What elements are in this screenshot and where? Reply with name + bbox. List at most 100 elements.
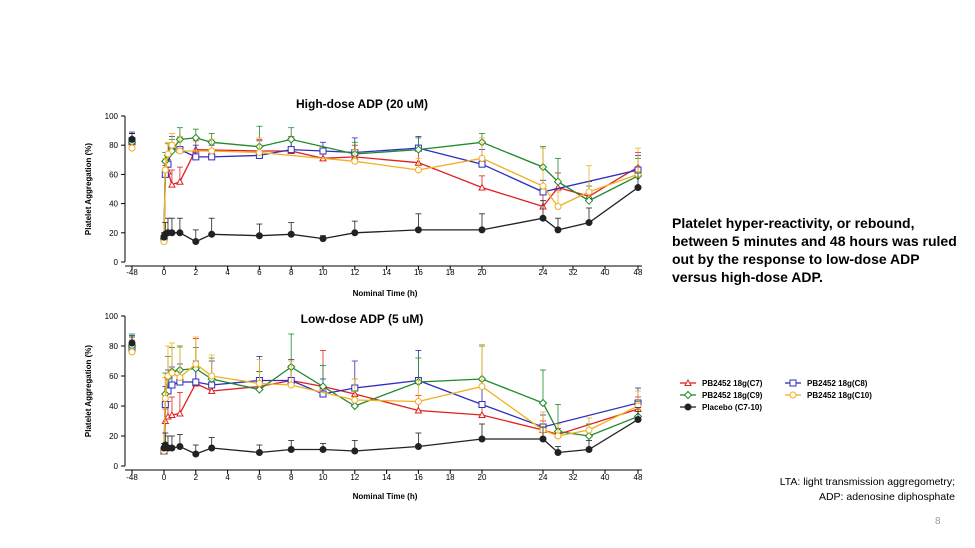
series-pb2452-18g-c8-: [128, 131, 642, 243]
x-tick-label: 10: [319, 268, 328, 277]
data-point: [208, 153, 216, 161]
data-point: [161, 166, 169, 174]
series-placebo-c7-10-: [128, 133, 642, 246]
data-point: [585, 426, 593, 434]
data-point: [351, 396, 359, 404]
series-pb2452-18g-c9-: [127, 125, 643, 243]
data-point: [634, 184, 642, 192]
data-point: [208, 444, 216, 452]
y-tick-label: 20: [109, 229, 118, 238]
data-point: [478, 154, 486, 162]
legend-label: Placebo (C7-10): [702, 403, 762, 412]
x-tick-label: 8: [289, 473, 294, 482]
series-line: [163, 148, 639, 238]
x-tick-label: 12: [350, 268, 359, 277]
data-point: [287, 381, 295, 389]
data-point: [414, 166, 422, 174]
x-tick-label: 4: [225, 473, 230, 482]
data-point: [287, 146, 295, 154]
data-point: [128, 348, 136, 356]
legend-label: PB2452 18g(C7): [702, 379, 763, 388]
data-point: [192, 360, 200, 368]
data-point: [191, 133, 201, 143]
data-point: [319, 390, 327, 398]
x-tick-label: 8: [289, 268, 294, 277]
series-pb2452-18g-c7-: [128, 338, 642, 454]
legend-marker: [684, 403, 692, 411]
legend-marker: [683, 390, 693, 400]
data-point: [553, 177, 563, 186]
data-point: [478, 435, 486, 443]
series-line: [163, 379, 639, 452]
data-point: [584, 431, 594, 441]
legend-marker: [789, 391, 797, 399]
data-point: [176, 229, 184, 237]
data-point: [351, 447, 359, 455]
y-tick-label: 100: [105, 312, 119, 321]
data-point: [478, 383, 486, 390]
data-point: [168, 141, 176, 149]
footnote-line-adp: ADP: adenosine diphosphate: [818, 491, 955, 503]
series-line: [163, 137, 639, 239]
x-axis-label: Nominal Time (h): [353, 289, 418, 298]
x-tick-label: 32: [569, 268, 578, 277]
x-tick-label: 16: [414, 268, 423, 277]
data-point: [478, 183, 486, 191]
y-tick-label: 0: [114, 258, 119, 267]
data-point: [287, 230, 295, 238]
chart-title: Low-dose ADP (5 uM): [301, 312, 424, 326]
data-point: [539, 435, 547, 443]
data-point: [538, 398, 548, 408]
x-tick-label: 18: [446, 268, 455, 277]
y-tick-label: 40: [109, 402, 118, 411]
x-tick-label: 10: [319, 473, 328, 482]
x-tick-label: 24: [539, 268, 548, 277]
x-tick-label: 0: [162, 268, 167, 277]
data-point: [176, 443, 184, 450]
data-point: [478, 410, 486, 418]
x-tick-label: 48: [634, 473, 643, 482]
y-tick-label: 80: [109, 342, 118, 351]
series-line: [163, 418, 639, 455]
data-point: [164, 150, 172, 158]
data-point: [585, 188, 593, 196]
chart-title: High-dose ADP (20 uM): [296, 97, 428, 111]
legend-marker: [684, 378, 692, 386]
data-point: [128, 339, 136, 347]
data-point: [192, 450, 200, 458]
data-point: [585, 219, 593, 227]
x-tick-label: 40: [601, 268, 610, 277]
data-point: [128, 144, 136, 152]
x-tick-label: 4: [225, 268, 230, 277]
y-tick-label: 100: [105, 112, 119, 121]
footnote-line-lta: LTA: light transmission aggregometry;: [779, 476, 955, 488]
y-axis-label: Platelet Aggregation (%): [84, 345, 93, 437]
y-tick-label: 60: [109, 170, 118, 179]
x-tick-label: 14: [382, 268, 391, 277]
data-point: [554, 432, 562, 440]
data-point: [208, 372, 216, 380]
data-point: [414, 226, 422, 234]
data-point: [414, 406, 423, 414]
data-point: [168, 410, 176, 418]
x-tick-label: 40: [601, 473, 610, 482]
data-point: [208, 147, 216, 155]
data-point: [176, 147, 184, 155]
data-point: [319, 446, 327, 453]
x-tick-label: 12: [350, 473, 359, 482]
data-point: [128, 135, 136, 143]
data-point: [192, 378, 200, 386]
x-tick-label: 20: [478, 268, 487, 277]
series-line: [163, 363, 639, 452]
x-axis-label: Nominal Time (h): [353, 492, 418, 501]
data-point: [350, 401, 360, 411]
data-point: [351, 157, 359, 165]
data-point: [255, 449, 263, 456]
data-point: [554, 449, 562, 456]
data-point: [208, 230, 216, 238]
data-point: [478, 160, 486, 168]
x-tick-label: 32: [569, 473, 578, 482]
data-point: [287, 446, 295, 453]
x-tick-label: 48: [634, 268, 643, 277]
